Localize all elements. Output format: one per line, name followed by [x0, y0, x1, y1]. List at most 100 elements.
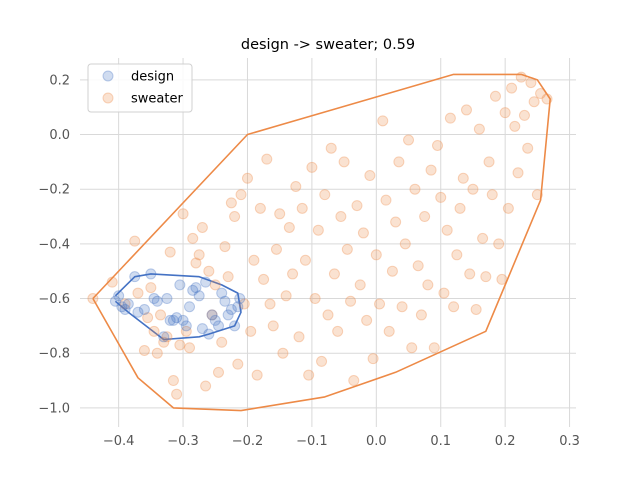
point-sweater — [535, 88, 547, 100]
point-sweater — [158, 336, 170, 348]
hull-outlines — [92, 73, 551, 412]
point-sweater — [129, 235, 141, 247]
point-sweater — [425, 164, 437, 176]
point-sweater — [419, 211, 431, 223]
point-design — [219, 295, 231, 307]
point-sweater — [377, 115, 389, 127]
point-sweater — [354, 279, 366, 291]
point-sweater — [87, 293, 99, 305]
hull-sweater — [92, 73, 551, 412]
point-sweater — [283, 221, 295, 233]
point-sweater — [203, 265, 215, 277]
point-sweater — [187, 232, 199, 244]
y-tick-label: 0.0 — [49, 128, 70, 143]
point-sweater — [148, 325, 160, 337]
point-sweater — [525, 77, 537, 89]
point-design — [222, 309, 234, 321]
point-design — [109, 295, 121, 307]
point-design — [129, 271, 141, 283]
point-sweater — [467, 183, 479, 195]
y-tick-label: 0.2 — [49, 73, 70, 88]
point-sweater — [209, 279, 221, 291]
x-tick-label: −0.4 — [103, 434, 135, 449]
point-sweater — [515, 71, 527, 83]
point-sweater — [171, 388, 183, 400]
point-sweater — [293, 331, 305, 343]
point-sweater — [380, 194, 392, 206]
x-tick-label: −0.2 — [232, 434, 264, 449]
legend-marker-design — [102, 70, 114, 82]
point-design — [113, 290, 125, 302]
point-sweater — [480, 271, 492, 283]
point-sweater — [274, 208, 286, 220]
point-sweater — [258, 273, 270, 285]
point-sweater — [409, 183, 421, 195]
point-design — [184, 301, 196, 313]
point-design — [225, 303, 237, 315]
point-sweater — [316, 355, 328, 367]
point-sweater — [396, 301, 408, 313]
point-sweater — [287, 268, 299, 280]
point-sweater — [119, 298, 131, 310]
point-sweater — [518, 109, 530, 121]
point-sweater — [435, 191, 447, 203]
point-sweater — [341, 243, 353, 255]
point-sweater — [235, 189, 247, 201]
point-design — [212, 320, 224, 332]
point-sweater — [364, 170, 376, 182]
point-sweater — [528, 96, 540, 108]
point-sweater — [448, 301, 460, 313]
point-sweater — [477, 232, 489, 244]
point-sweater — [290, 180, 302, 192]
legend: design sweater — [87, 63, 193, 113]
chart-title: design -> sweater; 0.59 — [241, 37, 415, 53]
y-tick-label: −0.8 — [38, 347, 70, 362]
point-sweater — [422, 279, 434, 291]
point-sweater — [460, 104, 472, 116]
point-design — [122, 298, 134, 310]
point-design — [180, 320, 192, 332]
point-sweater — [245, 325, 257, 337]
y-tick-label: −0.6 — [38, 292, 70, 307]
point-design — [116, 301, 128, 313]
point-sweater — [254, 202, 266, 214]
point-design — [196, 323, 208, 335]
point-sweater — [264, 298, 276, 310]
point-sweater — [493, 238, 505, 250]
point-sweater — [370, 249, 382, 261]
point-sweater — [390, 216, 402, 228]
point-sweater — [241, 172, 253, 184]
point-design — [209, 314, 221, 326]
point-design — [171, 312, 183, 324]
point-sweater — [322, 309, 334, 321]
point-sweater — [412, 260, 424, 272]
point-sweater — [319, 189, 331, 201]
point-design — [148, 293, 160, 305]
point-design — [164, 314, 176, 326]
legend-box — [87, 63, 193, 113]
point-sweater — [399, 238, 411, 250]
point-sweater — [106, 276, 118, 288]
point-sweater — [522, 142, 534, 154]
data-points — [87, 71, 553, 400]
point-sweater — [261, 153, 273, 165]
point-sweater — [248, 254, 260, 266]
point-sweater — [206, 309, 218, 321]
point-sweater — [222, 271, 234, 283]
point-sweater — [512, 167, 524, 179]
point-sweater — [232, 358, 244, 370]
point-design — [161, 293, 173, 305]
point-sweater — [332, 325, 344, 337]
point-sweater — [296, 202, 308, 214]
x-tick-label: 0.0 — [366, 434, 387, 449]
point-sweater — [180, 325, 192, 337]
point-sweater — [145, 282, 157, 294]
legend-label-design: design — [131, 70, 174, 85]
x-axis-ticks: −0.4 −0.3 −0.2 −0.1 0.0 0.1 0.2 0.3 — [103, 434, 580, 449]
point-sweater — [212, 366, 224, 378]
point-sweater — [196, 221, 208, 233]
point-sweater — [267, 320, 279, 332]
point-sweater — [174, 339, 186, 351]
point-sweater — [151, 347, 163, 359]
